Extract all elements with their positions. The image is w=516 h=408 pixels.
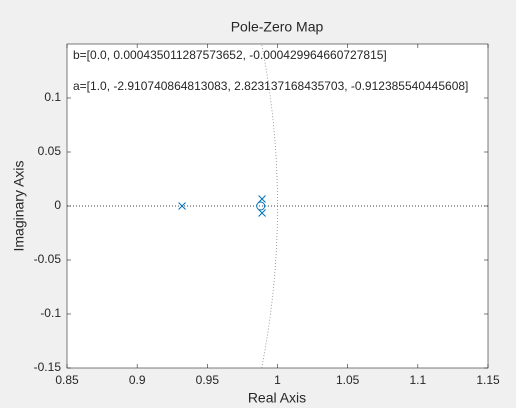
zero-marker	[256, 201, 266, 211]
x-tick-label: 1.15	[476, 373, 500, 387]
x-tick-label: 0.95	[196, 373, 220, 387]
y-tick-label: -0.15	[34, 360, 62, 374]
y-tick-label: 0	[54, 198, 61, 212]
x-tick-label: 1.05	[336, 373, 360, 387]
x-tick-label: 0.85	[55, 373, 79, 387]
pole-marker	[258, 209, 266, 217]
unit-circle	[261, 43, 278, 369]
y-tick-label: 0.1	[44, 90, 61, 104]
y-axis-label: Imaginary Axis	[11, 160, 27, 251]
annotation: a=[1.0, -2.910740864813083, 2.8231371684…	[73, 79, 468, 93]
annotation: b=[0.0, 0.000435011287573652, -0.0004299…	[73, 48, 387, 62]
y-tick-label: -0.1	[40, 306, 61, 320]
x-tick-label: 1	[274, 373, 281, 387]
pole-marker	[178, 202, 186, 210]
y-tick-label: 0.05	[38, 144, 62, 158]
x-tick-label: 0.9	[129, 373, 146, 387]
y-tick-label: -0.05	[34, 252, 62, 266]
chart-title: Pole-Zero Map	[231, 19, 324, 35]
x-tick-label: 1.1	[409, 373, 426, 387]
x-axis-label: Real Axis	[248, 390, 306, 406]
pole-marker	[258, 195, 266, 203]
